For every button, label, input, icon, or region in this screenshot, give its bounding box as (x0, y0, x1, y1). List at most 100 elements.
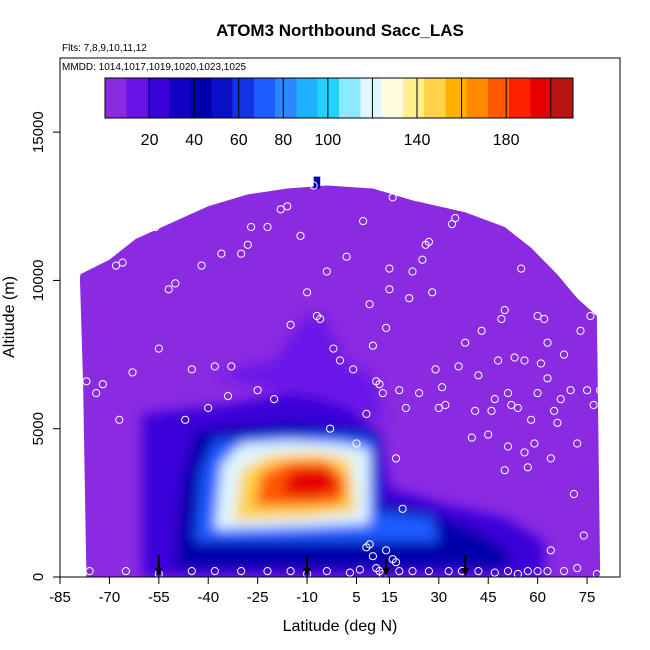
sample-point (85, 567, 94, 576)
flight-arrowhead (461, 568, 470, 576)
sample-point (471, 406, 480, 415)
sample-point (503, 389, 513, 398)
sample-point (418, 255, 427, 264)
sample-point (154, 344, 163, 353)
sample-point (405, 294, 414, 303)
sample-points (65, 181, 611, 577)
sample-point (573, 439, 582, 448)
sample-point (382, 546, 391, 555)
sample-point (550, 406, 559, 415)
sample-point (164, 285, 173, 294)
sample-point (530, 439, 539, 448)
x-axis-title: Latitude (deg N) (283, 618, 398, 635)
sample-point (527, 415, 536, 424)
sample-point (438, 383, 447, 392)
sample-point (362, 409, 371, 418)
sample-point (507, 400, 516, 410)
sample-point (523, 567, 532, 576)
sample-point (365, 300, 374, 309)
sample-point (490, 395, 499, 404)
sample-point (461, 338, 470, 347)
sample-point (576, 326, 585, 335)
y-tick-label: 10000 (30, 260, 47, 302)
sample-point (309, 181, 318, 190)
colorbar-tick-label: 180 (493, 132, 520, 149)
sample-point (467, 433, 476, 442)
sample-point (484, 430, 493, 439)
sample-point (510, 353, 519, 362)
colorbar-tick-label: 140 (404, 132, 431, 149)
colorbar-ticks: 20 40 60 80 100 140 180 (141, 78, 552, 149)
colorbar-gradient (104, 77, 574, 119)
sample-point (395, 567, 404, 576)
sample-point (424, 567, 433, 576)
sample-point (115, 415, 124, 424)
sample-point (559, 350, 569, 359)
flight-arrowhead (382, 568, 391, 576)
y-tick-label: 5000 (30, 412, 47, 445)
sample-point (378, 389, 387, 398)
sample-point (444, 567, 453, 576)
sample-point (517, 264, 526, 273)
sample-point (365, 540, 374, 549)
sample-point (111, 261, 121, 270)
sample-point (210, 567, 219, 576)
sample-point (286, 320, 295, 329)
sample-point (223, 392, 233, 401)
sample-point (513, 569, 522, 577)
sample-point (92, 389, 101, 398)
sample-point (415, 389, 424, 398)
field-region (214, 316, 387, 423)
sample-point (316, 314, 325, 324)
sample-point (474, 371, 483, 380)
sample-point (322, 267, 331, 276)
field-inner (142, 316, 545, 577)
sample-point (401, 403, 410, 413)
sample-point (589, 400, 598, 410)
sample-point (490, 568, 499, 577)
sample-point (237, 249, 246, 258)
sample-point (349, 365, 358, 374)
sample-point (428, 288, 437, 297)
sample-point (296, 231, 305, 240)
colorbar-tick-label: 40 (185, 132, 203, 149)
sample-point (286, 567, 295, 576)
sample-point (586, 311, 595, 321)
sample-point (553, 418, 562, 427)
y-axis-title: Altitude (m) (1, 276, 18, 358)
x-tick-label: 15 (381, 589, 398, 606)
x-tick-label: 30 (430, 589, 447, 606)
sample-point (217, 249, 226, 258)
sample-point (151, 222, 160, 232)
sample-point (227, 362, 236, 371)
colorbar-tick-label: 20 (141, 132, 159, 149)
x-tick-label: -55 (148, 589, 170, 606)
sample-point (342, 252, 351, 261)
sample-point (237, 567, 246, 576)
x-tick-label: -85 (49, 589, 71, 606)
colorbar: 20 40 60 80 100 140 180 (104, 77, 574, 149)
sample-point (474, 567, 483, 576)
sample-point (210, 362, 219, 371)
sample-point (602, 448, 611, 457)
field-region-spike (313, 176, 321, 189)
x-tick-label: 5 (352, 589, 360, 606)
sample-point (283, 202, 292, 211)
sample-point (454, 362, 463, 371)
flight-arrowhead (303, 568, 312, 576)
chart-title: ATOM3 Northbound Sacc_LAS (216, 21, 464, 40)
x-tick-label: -70 (99, 589, 121, 606)
sample-point (388, 193, 397, 202)
sample-point (566, 386, 575, 395)
sample-point (98, 380, 107, 389)
sample-point (556, 395, 565, 404)
sample-point (69, 341, 78, 350)
sample-point (533, 311, 542, 321)
sample-point (533, 389, 542, 398)
sample-point (385, 264, 394, 273)
sample-point (326, 424, 335, 433)
sample-point (451, 214, 460, 223)
y-axis: 0 5000 10000 15000 (30, 111, 60, 581)
colorbar-tick-label: 60 (230, 132, 248, 149)
sample-point (368, 552, 377, 561)
